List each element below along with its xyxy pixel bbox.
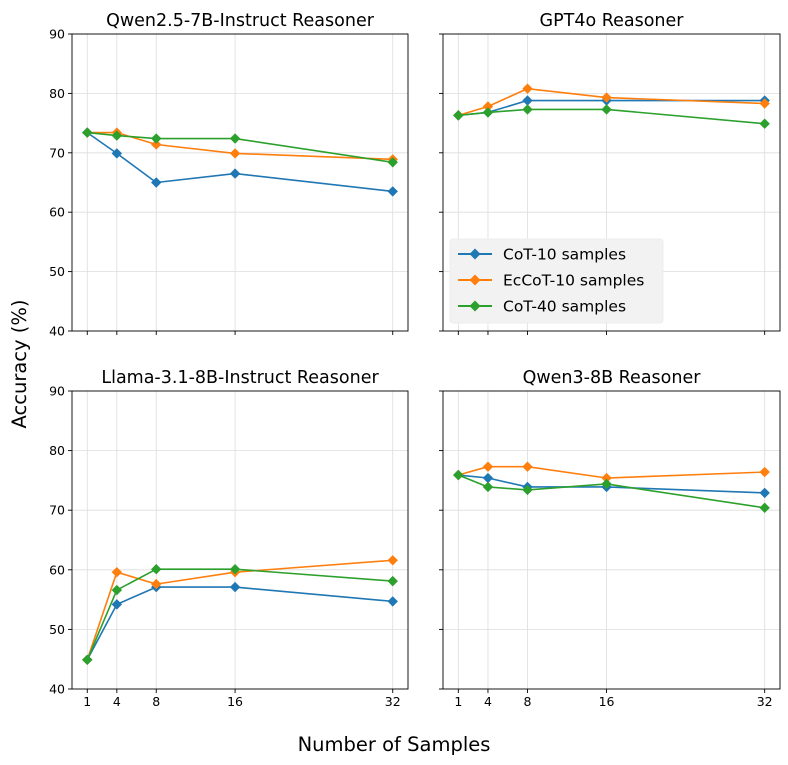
x-tick-label: 8 xyxy=(524,694,532,709)
x-tick-label: 16 xyxy=(227,694,243,709)
data-point xyxy=(601,478,612,490)
data-point xyxy=(111,599,123,610)
legend-marker xyxy=(469,274,481,286)
data-point xyxy=(759,502,770,514)
data-point xyxy=(482,107,494,118)
data-point xyxy=(387,186,398,197)
x-tick-label: 1 xyxy=(83,694,91,709)
y-tick-label: 80 xyxy=(49,86,65,101)
data-point xyxy=(229,133,241,144)
data-point xyxy=(601,92,612,103)
y-axis-label: Accuracy (%) xyxy=(8,300,31,429)
data-point xyxy=(482,461,494,472)
axes-frame xyxy=(442,390,781,690)
data-point xyxy=(151,578,162,590)
y-tick-label: 40 xyxy=(49,682,65,697)
panel-title: Llama-3.1-8B-Instruct Reasoner xyxy=(101,368,379,388)
data-point xyxy=(111,584,123,596)
data-point xyxy=(229,148,241,159)
x-tick-label: 32 xyxy=(385,694,401,709)
data-point xyxy=(759,466,770,478)
data-point xyxy=(387,157,398,168)
x-tick-label: 4 xyxy=(484,694,492,709)
data-point xyxy=(387,555,398,566)
data-point xyxy=(522,95,533,106)
data-point xyxy=(601,472,612,484)
panel-title: GPT4o Reasoner xyxy=(540,11,685,31)
x-tick-label: 4 xyxy=(113,694,121,709)
y-tick-label: 60 xyxy=(49,205,65,220)
y-tick-label: 50 xyxy=(49,264,65,279)
data-point xyxy=(151,139,162,150)
panel-4: 1 4 8 16 32 Qwen3-8B Reasoner xyxy=(439,368,781,709)
data-point xyxy=(759,487,770,499)
plot-area xyxy=(72,391,408,689)
x-tick-label: 32 xyxy=(757,694,773,709)
data-point xyxy=(482,472,494,484)
y-tick-label: 70 xyxy=(49,145,65,160)
data-point xyxy=(111,566,123,578)
data-point xyxy=(151,177,162,188)
data-point xyxy=(601,104,612,115)
data-point xyxy=(229,581,241,593)
panel-2: GPT4o Reasoner CoT-10 samples EcCoT-10 sam… xyxy=(439,11,781,335)
axes-frame xyxy=(71,390,409,690)
panel-3: 1 4 8 16 32 40 50 60 70 80 90 Llama-3.1-8B-Instruct… xyxy=(49,368,409,709)
y-tick-label: 70 xyxy=(49,503,65,518)
panel-1: 40 50 60 70 80 90 Qwen2.5-7B-Instruct Reasoner xyxy=(49,11,409,339)
data-point xyxy=(522,484,533,496)
data-point xyxy=(522,104,533,115)
x-tick-label: 16 xyxy=(599,694,615,709)
data-point xyxy=(151,564,162,575)
data-point xyxy=(482,101,494,112)
data-point xyxy=(229,168,241,179)
data-point xyxy=(82,127,93,138)
legend-label: EcCoT-10 samples xyxy=(503,272,644,290)
data-point xyxy=(453,110,464,121)
legend-label: CoT-10 samples xyxy=(503,246,626,264)
legend-label: CoT-40 samples xyxy=(503,298,626,316)
panel-title: Qwen3-8B Reasoner xyxy=(523,368,702,388)
data-point xyxy=(453,469,464,481)
y-tick-label: 80 xyxy=(49,443,65,458)
axes-frame xyxy=(71,33,409,332)
data-point xyxy=(522,83,533,94)
data-point xyxy=(151,133,162,144)
axes-frame xyxy=(442,33,781,332)
data-point xyxy=(111,148,123,159)
y-tick-label: 60 xyxy=(49,562,65,577)
data-point xyxy=(759,118,770,129)
x-axis-label: Number of Samples xyxy=(298,733,491,756)
data-point xyxy=(82,654,93,665)
panels: 40 50 60 70 80 90 Qwen2.5-7B-Instruct Reasoner… xyxy=(49,11,781,709)
data-point xyxy=(387,575,398,587)
y-tick-label: 50 xyxy=(49,622,65,637)
x-tick-label: 8 xyxy=(152,694,160,709)
data-point xyxy=(759,98,770,109)
y-tick-label: 90 xyxy=(49,384,65,399)
y-tick-label: 40 xyxy=(49,324,65,339)
data-point xyxy=(522,461,533,472)
data-point xyxy=(482,481,494,493)
data-point xyxy=(111,130,123,141)
legend-marker xyxy=(469,300,481,312)
x-tick-label: 1 xyxy=(454,694,462,709)
legend-box xyxy=(449,238,664,324)
panel-title: Qwen2.5-7B-Instruct Reasoner xyxy=(106,11,375,31)
legend-marker xyxy=(469,248,481,260)
data-point xyxy=(387,596,398,607)
y-tick-label: 90 xyxy=(49,27,65,42)
data-point xyxy=(229,564,241,575)
legend: CoT-10 samples EcCoT-10 samples CoT-40 sam… xyxy=(449,238,664,324)
plot-area xyxy=(443,391,780,689)
plot-area xyxy=(72,34,408,331)
